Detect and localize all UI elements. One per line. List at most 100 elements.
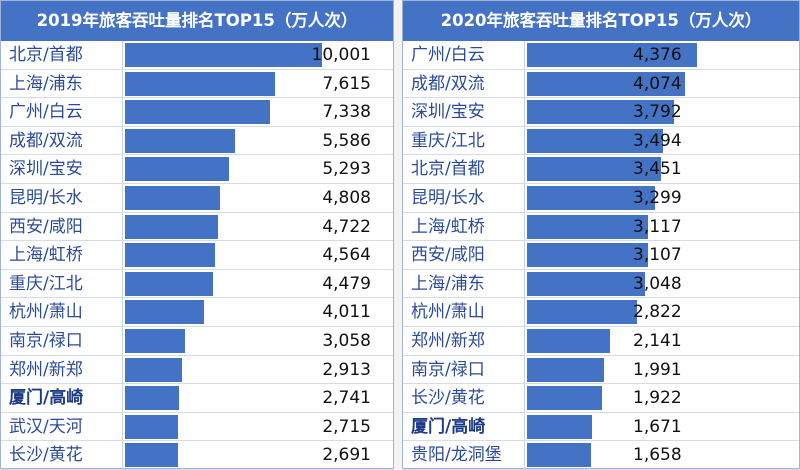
chart-row: 贵阳/龙洞堡 1,658 bbox=[403, 441, 799, 470]
category-label: 深圳/宝安 bbox=[403, 98, 525, 126]
chart-row: 西安/咸阳 3,107 bbox=[403, 241, 799, 270]
bar bbox=[125, 443, 178, 468]
data-label: 4,074 bbox=[633, 73, 682, 94]
chart-row: 长沙/黄花 1,922 bbox=[403, 384, 799, 413]
data-label: 4,564 bbox=[322, 245, 371, 266]
category-label: 广州/白云 bbox=[1, 98, 123, 126]
bar bbox=[527, 443, 592, 468]
category-label: 西安/咸阳 bbox=[403, 241, 525, 269]
data-label: 4,808 bbox=[322, 187, 371, 208]
data-label: 2,715 bbox=[322, 416, 371, 437]
chart-row: 上海/浦东 7,615 bbox=[1, 69, 393, 99]
chart-row: 西安/咸阳 4,722 bbox=[1, 212, 393, 242]
data-label: 2,141 bbox=[633, 330, 682, 351]
chart-row: 杭州/萧山 4,011 bbox=[1, 298, 393, 327]
bar bbox=[527, 386, 602, 411]
data-label: 7,338 bbox=[322, 102, 371, 123]
bar bbox=[125, 100, 270, 125]
bar bbox=[125, 328, 186, 353]
bar bbox=[125, 185, 220, 210]
bar bbox=[125, 357, 183, 382]
data-label: 4,376 bbox=[633, 45, 682, 65]
chart-row: 重庆/江北 3,494 bbox=[403, 126, 799, 156]
category-label: 昆明/长水 bbox=[1, 183, 123, 212]
data-label: 4,011 bbox=[322, 302, 371, 323]
chart-row: 上海/浦东 3,048 bbox=[403, 269, 799, 299]
data-label: 1,658 bbox=[633, 445, 682, 466]
data-label: 2,913 bbox=[322, 359, 371, 380]
chart-row: 北京/首都 3,451 bbox=[403, 155, 799, 184]
bar bbox=[527, 357, 605, 382]
category-label: 南京/禄口 bbox=[1, 326, 123, 355]
chart-row: 长沙/黄花 2,691 bbox=[1, 441, 393, 470]
data-label: 3,451 bbox=[633, 159, 682, 180]
bar bbox=[125, 386, 179, 411]
chart-row: 成都/双流 5,586 bbox=[1, 126, 393, 156]
bar bbox=[125, 71, 275, 96]
category-label: 昆明/长水 bbox=[403, 183, 525, 212]
chart-row: 昆明/长水 4,808 bbox=[1, 183, 393, 213]
bar bbox=[125, 214, 218, 239]
chart-row: 厦门/高崎 1,671 bbox=[403, 412, 799, 442]
data-label: 2,691 bbox=[322, 445, 371, 466]
category-label: 重庆/江北 bbox=[1, 269, 123, 298]
category-label: 杭州/萧山 bbox=[1, 298, 123, 326]
chart-row: 杭州/萧山 2,822 bbox=[403, 298, 799, 327]
chart-row: 重庆/江北 4,479 bbox=[1, 269, 393, 299]
category-label: 郑州/新郑 bbox=[403, 326, 525, 355]
category-label: 武汉/天河 bbox=[1, 412, 123, 441]
data-label: 3,792 bbox=[633, 102, 682, 123]
category-label: 成都/双流 bbox=[1, 126, 123, 155]
bar bbox=[125, 271, 214, 296]
category-label: 长沙/黄花 bbox=[1, 441, 123, 469]
data-label: 2,822 bbox=[633, 302, 682, 323]
bar bbox=[125, 43, 322, 67]
panel-divider bbox=[394, 0, 402, 469]
category-label: 上海/浦东 bbox=[1, 69, 123, 98]
chart-2020: 2020年旅客吞吐量排名TOP15（万人次） 广州/白云 4,376 成都/双流 4,… bbox=[402, 0, 800, 470]
data-label: 7,615 bbox=[322, 73, 371, 94]
chart-2019: 2019年旅客吞吐量排名TOP15（万人次） 北京/首都 10,001 上海/浦东 7… bbox=[0, 0, 394, 470]
data-label: 2,741 bbox=[322, 388, 371, 409]
bar bbox=[527, 71, 686, 96]
chart-row: 厦门/高崎 2,741 bbox=[1, 384, 393, 413]
chart-row: 武汉/天河 2,715 bbox=[1, 412, 393, 442]
data-label: 3,107 bbox=[633, 245, 682, 266]
category-label: 郑州/新郑 bbox=[1, 355, 123, 384]
category-label: 贵阳/龙洞堡 bbox=[403, 441, 525, 469]
bar bbox=[527, 414, 592, 439]
data-label: 5,293 bbox=[322, 159, 371, 180]
chart-row: 昆明/长水 3,299 bbox=[403, 183, 799, 213]
chart-row: 北京/首都 10,001 bbox=[1, 41, 393, 70]
chart-rows: 广州/白云 4,376 成都/双流 4,074 深圳/宝安 3,792 重庆/江北 3,494… bbox=[403, 41, 799, 470]
chart-row: 南京/禄口 1,991 bbox=[403, 355, 799, 385]
chart-title: 2020年旅客吞吐量排名TOP15（万人次） bbox=[403, 1, 799, 41]
chart-row: 上海/虹桥 4,564 bbox=[1, 241, 393, 270]
bar bbox=[527, 271, 646, 296]
category-label: 北京/首都 bbox=[403, 155, 525, 183]
category-label: 广州/白云 bbox=[403, 41, 525, 69]
chart-row: 广州/白云 4,376 bbox=[403, 41, 799, 70]
category-label: 重庆/江北 bbox=[403, 126, 525, 155]
data-label: 3,058 bbox=[322, 330, 371, 351]
category-label: 杭州/萧山 bbox=[403, 298, 525, 326]
bar bbox=[527, 243, 648, 268]
category-label: 北京/首都 bbox=[1, 41, 123, 69]
category-label: 西安/咸阳 bbox=[1, 212, 123, 241]
category-label: 上海/虹桥 bbox=[403, 212, 525, 241]
bar bbox=[125, 128, 236, 153]
bar bbox=[527, 100, 675, 125]
bar bbox=[527, 328, 611, 353]
chart-rows: 北京/首都 10,001 上海/浦东 7,615 广州/白云 7,338 成都/双流 5,58… bbox=[1, 41, 393, 470]
category-label: 成都/双流 bbox=[403, 69, 525, 98]
data-label: 4,479 bbox=[322, 273, 371, 294]
bar bbox=[527, 214, 649, 239]
chart-row: 南京/禄口 3,058 bbox=[1, 326, 393, 356]
data-label: 5,586 bbox=[322, 130, 371, 151]
data-label: 3,117 bbox=[633, 216, 682, 237]
chart-title: 2019年旅客吞吐量排名TOP15（万人次） bbox=[1, 1, 393, 41]
bar bbox=[527, 185, 656, 210]
chart-row: 广州/白云 7,338 bbox=[1, 98, 393, 127]
data-label: 4,722 bbox=[322, 216, 371, 237]
chart-row: 郑州/新郑 2,913 bbox=[1, 355, 393, 385]
